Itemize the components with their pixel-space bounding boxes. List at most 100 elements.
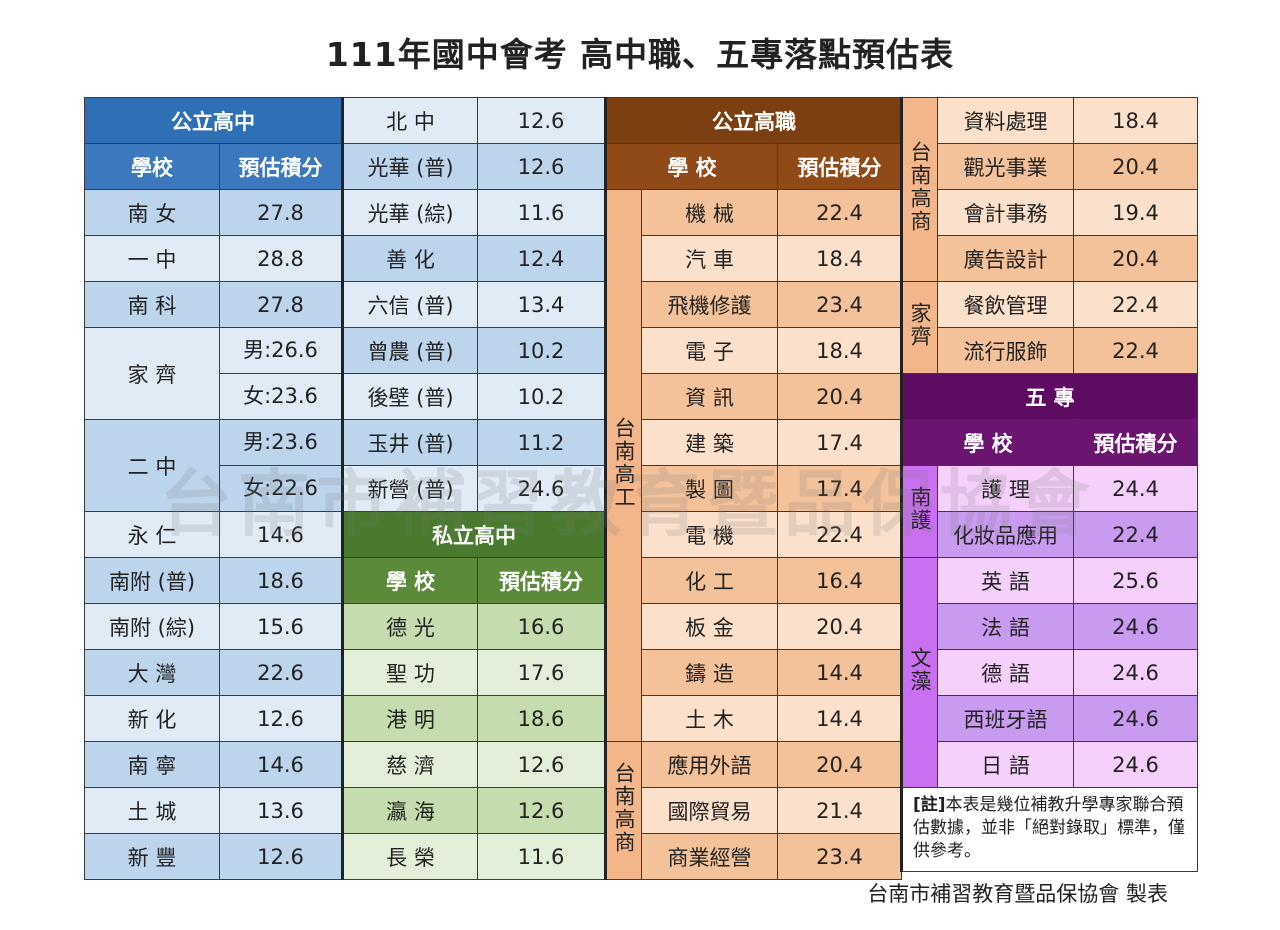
table-row: 廣告設計 20.4 (902, 235, 1198, 282)
school-name: 光華 (綜) (341, 189, 478, 236)
column-header-score: 預估積分 (219, 143, 343, 190)
department-name: 化妝品應用 (937, 511, 1074, 558)
group-cell: 台南高工 (604, 189, 642, 742)
column-header-school: 學 校 (341, 557, 478, 604)
school-name: 新營 (普) (341, 465, 478, 512)
department-name: 資 訊 (641, 373, 778, 420)
school-name: 北 中 (341, 97, 478, 144)
score-value: 22.6 (219, 649, 343, 696)
school-name: 家 齊 (84, 327, 220, 420)
department-name: 汽 車 (641, 235, 778, 282)
column-header-score: 預估積分 (1073, 419, 1198, 466)
score-value: 24.4 (1073, 465, 1198, 512)
school-name: 二 中 (84, 419, 220, 512)
column-header-school: 學 校 (604, 143, 778, 190)
score-value: 22.4 (776, 511, 903, 558)
table-row: 西班牙語 24.6 (902, 695, 1198, 742)
school-name: 德 光 (341, 603, 478, 650)
department-name: 應用外語 (641, 741, 778, 788)
score-value: 17.4 (776, 465, 903, 512)
school-name: 光華 (普) (341, 143, 478, 190)
table-row: 日 語 24.6 (902, 741, 1198, 788)
table-row: 建 築 17.4 (606, 419, 903, 466)
score-value: 20.4 (776, 741, 903, 788)
department-name: 日 語 (937, 741, 1074, 788)
department-name: 化 工 (641, 557, 778, 604)
department-name: 會計事務 (937, 189, 1074, 236)
score-value: 23.4 (776, 833, 903, 880)
group-cell: 台南高商 (604, 741, 642, 880)
page-title: 111年國中會考 高中職、五專落點預估表 (325, 35, 955, 74)
school-name: 六信 (普) (341, 281, 478, 328)
table-row: 土 木 14.4 (606, 695, 903, 742)
score-value: 18.6 (477, 695, 605, 742)
group-label: 台南高工 (612, 417, 636, 509)
score-value: 12.6 (477, 143, 605, 190)
score-value: 20.4 (776, 373, 903, 420)
table-row: 新 豐 12.6 長 榮 11.6 (84, 833, 605, 880)
section-header-public-high: 公立高中 (84, 97, 343, 144)
table-row: 二 中男:23.6 玉井 (普) 11.2 (84, 419, 605, 512)
score-value: 24.6 (1073, 741, 1198, 788)
score-value: 12.6 (219, 833, 343, 880)
department-name: 德 語 (937, 649, 1074, 696)
department-name: 電 機 (641, 511, 778, 558)
school-name: 南附 (綜) (84, 603, 220, 650)
score-value: 12.6 (219, 695, 343, 742)
table-row: 女:23.6 後壁 (普) 10.2 (85, 373, 605, 420)
score-value: 17.4 (776, 419, 903, 466)
school-name: 一 中 (84, 235, 220, 282)
score-value: 20.4 (776, 603, 903, 650)
score-value: 22.4 (1073, 281, 1198, 328)
table-row: 飛機修護 23.4 (606, 281, 903, 328)
score-value: 13.6 (219, 787, 343, 834)
table-row: 南 科 27.8 六信 (普) 13.4 (84, 281, 605, 328)
score-value: 24.6 (1073, 603, 1198, 650)
score-value: 27.8 (219, 281, 343, 328)
score-value: 16.4 (776, 557, 903, 604)
department-name: 資料處理 (937, 97, 1074, 144)
table-row: 國際貿易 21.4 (606, 787, 903, 834)
table-row: 德 語 24.6 (902, 649, 1198, 696)
score-value: 12.4 (477, 235, 605, 282)
school-name: 大 灣 (84, 649, 220, 696)
score-value: 12.6 (477, 787, 605, 834)
score-value: 14.4 (776, 695, 903, 742)
department-name: 西班牙語 (937, 695, 1074, 742)
score-value: 25.6 (1073, 557, 1198, 604)
school-name: 曾農 (普) (341, 327, 478, 374)
table-row: 南 寧 14.6 慈 濟 12.6 (84, 741, 605, 788)
table-row: 家齊 餐飲管理 22.4 (900, 281, 1198, 374)
score-value: 10.2 (477, 327, 605, 374)
score-value: 12.6 (477, 97, 605, 144)
score-value: 10.2 (477, 373, 605, 420)
table-row: 商業經營 23.4 (606, 833, 903, 880)
group-label: 文藻 (908, 647, 932, 693)
table-row: 製 圖 17.4 (606, 465, 903, 512)
vocational-table: 公立高職學 校預估積分 台南高工機 械 22.4 汽 車 18.4 飛機修護 23.4 電 子… (603, 97, 903, 880)
table-row: 會計事務 19.4 (902, 189, 1198, 236)
department-name: 餐飲管理 (937, 281, 1074, 328)
table-row: 大 灣 22.6 聖 功 17.6 (84, 649, 605, 696)
school-name: 善 化 (341, 235, 478, 282)
table-row: 永 仁 14.6 私立高中 (84, 511, 605, 558)
column-header-school: 學校 (84, 143, 220, 190)
table-row: 文藻英 語 25.6 (900, 557, 1198, 788)
public-high-table: 公立高中北 中 12.6 學校 預估積分 光華 (普) 12.6 南 女 27.8 光華 (綜)… (84, 97, 605, 880)
note-marker: [註] (913, 795, 946, 815)
school-name: 玉井 (普) (341, 419, 478, 466)
table-row: 公立高職 (603, 97, 903, 144)
score-female: 女:22.6 (219, 465, 343, 512)
table-row: 南 女 27.8 光華 (綜) 11.6 (84, 189, 605, 236)
department-name: 飛機修護 (641, 281, 778, 328)
score-value: 23.4 (776, 281, 903, 328)
column-header-score: 預估積分 (477, 557, 605, 604)
score-value: 18.4 (776, 235, 903, 282)
table-row: 化 工 16.4 (606, 557, 903, 604)
group-cell: 文藻 (900, 557, 938, 788)
department-name: 土 木 (641, 695, 778, 742)
score-value: 24.6 (1073, 695, 1198, 742)
school-name: 瀛 海 (341, 787, 478, 834)
column-header-school: 學 校 (900, 419, 1074, 466)
table-row: 一 中 28.8 善 化 12.4 (84, 235, 605, 282)
